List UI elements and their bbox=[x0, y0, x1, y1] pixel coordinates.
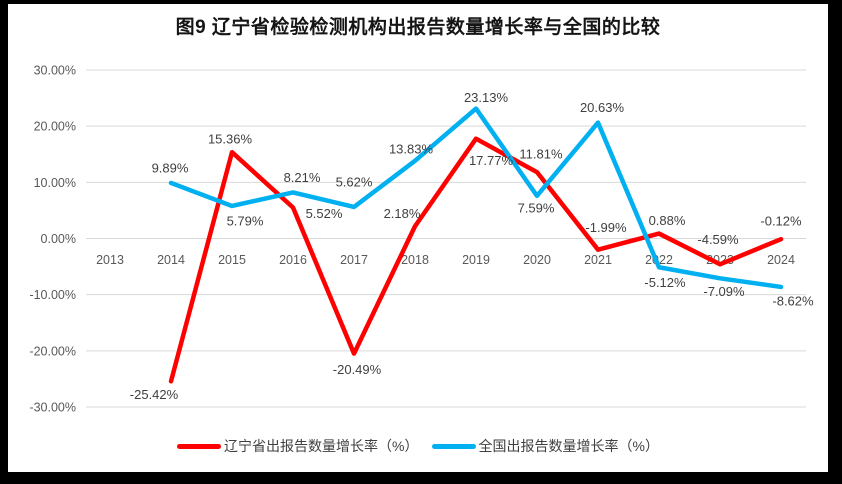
data-label: -5.12% bbox=[644, 275, 686, 290]
data-label: 8.21% bbox=[284, 170, 321, 185]
x-tick-label: 2018 bbox=[401, 253, 429, 267]
x-tick-label: 2024 bbox=[767, 253, 795, 267]
series-line-liaoning bbox=[168, 136, 784, 384]
data-label: -0.12% bbox=[760, 214, 802, 229]
y-tick-label: 0.00% bbox=[41, 232, 76, 246]
x-tick-label: 2020 bbox=[523, 253, 551, 267]
data-label: 2.18% bbox=[384, 206, 421, 221]
y-tick-label: -20.00% bbox=[29, 344, 76, 358]
data-label: 11.81% bbox=[519, 147, 563, 162]
data-label: -20.49% bbox=[333, 362, 382, 377]
y-tick-label: -10.00% bbox=[29, 288, 76, 302]
chart-title: 图9 辽宁省检验检测机构出报告数量增长率与全国的比较 bbox=[175, 17, 661, 38]
data-label: 5.62% bbox=[336, 174, 373, 189]
liaoning-series-swatch bbox=[177, 443, 222, 449]
data-label: 9.89% bbox=[152, 160, 189, 175]
y-tick-label: 10.00% bbox=[34, 176, 76, 190]
x-tick-label: 2015 bbox=[218, 253, 246, 267]
data-label: -1.99% bbox=[585, 220, 627, 235]
data-label: 5.52% bbox=[306, 206, 343, 221]
data-label: 0.88% bbox=[649, 213, 686, 228]
legend-item-national: 全国出报告数量增长率（%） bbox=[431, 436, 659, 456]
legend-label-liaoning: 辽宁省出报告数量增长率（%） bbox=[224, 438, 419, 454]
x-tick-label: 2017 bbox=[340, 253, 368, 267]
x-tick-label: 2019 bbox=[462, 253, 490, 267]
data-label: 15.36% bbox=[208, 132, 253, 147]
national-series-swatch bbox=[431, 443, 476, 449]
x-tick-label: 2013 bbox=[96, 253, 124, 267]
data-label: 7.59% bbox=[518, 200, 555, 215]
data-label: -25.42% bbox=[130, 387, 179, 402]
data-label: 23.13% bbox=[464, 90, 509, 105]
data-label: 13.83% bbox=[389, 141, 434, 156]
data-label: 20.63% bbox=[580, 100, 625, 115]
series-line-national bbox=[168, 106, 784, 290]
legend-item-liaoning: 辽宁省出报告数量增长率（%） bbox=[177, 436, 419, 456]
data-label: 17.77% bbox=[469, 153, 514, 168]
x-tick-label: 2016 bbox=[279, 253, 307, 267]
data-label: -8.62% bbox=[772, 293, 814, 308]
legend: 辽宁省出报告数量增长率（%） 全国出报告数量增长率（%） bbox=[8, 436, 828, 456]
y-tick-label: 30.00% bbox=[34, 63, 76, 77]
x-tick-label: 2021 bbox=[584, 253, 612, 267]
data-label: -4.59% bbox=[697, 232, 739, 247]
data-label: -7.09% bbox=[703, 284, 745, 299]
y-tick-label: 20.00% bbox=[34, 120, 76, 134]
y-tick-label: -30.00% bbox=[29, 401, 76, 415]
x-tick-label: 2014 bbox=[157, 253, 185, 267]
data-label: 5.79% bbox=[227, 213, 264, 228]
legend-label-national: 全国出报告数量增长率（%） bbox=[478, 438, 659, 454]
